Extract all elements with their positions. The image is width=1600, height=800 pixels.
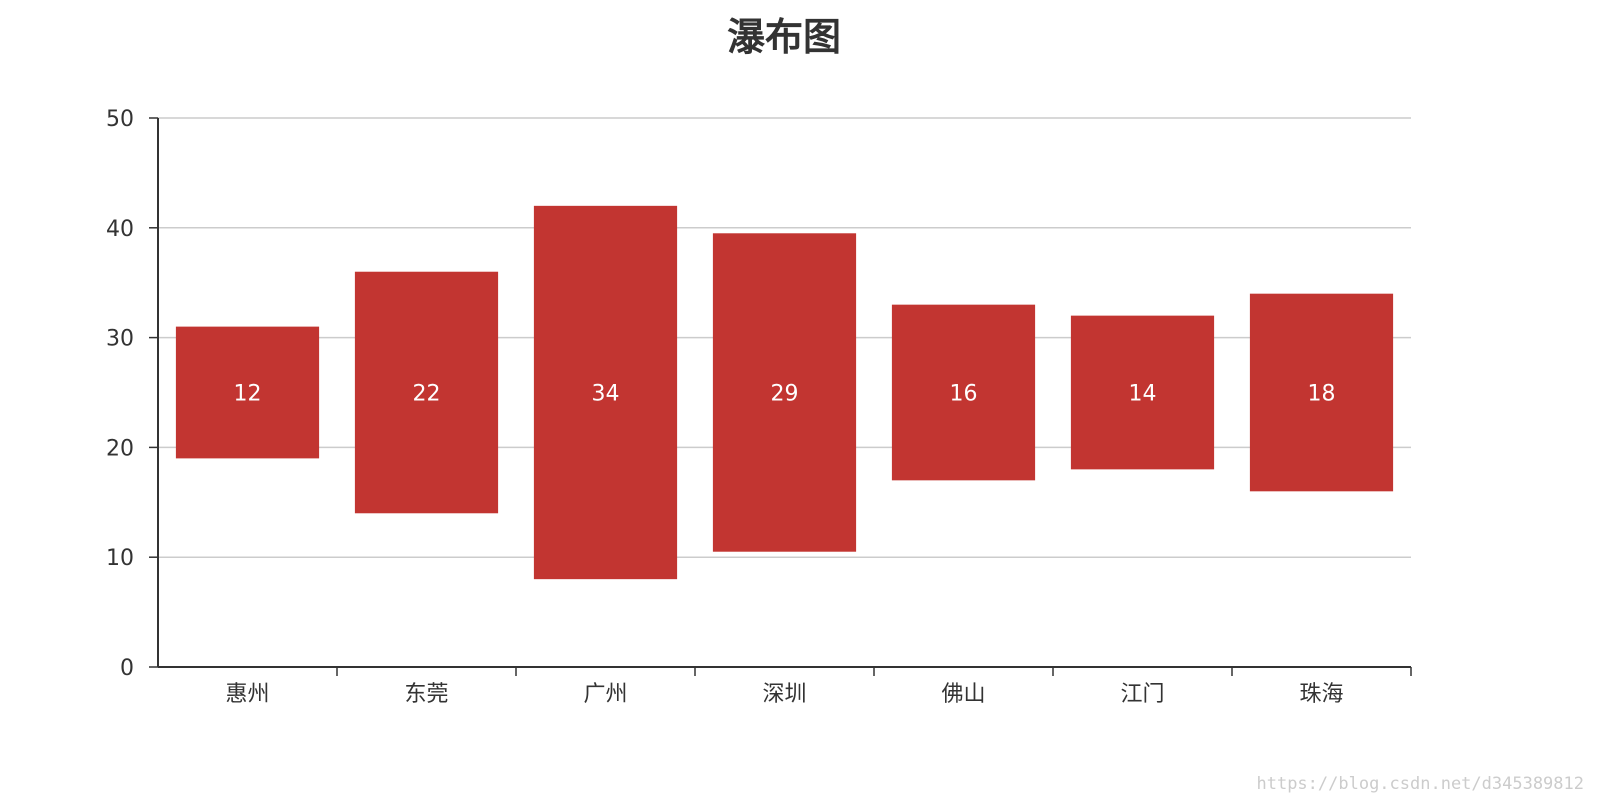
axes bbox=[149, 117, 1412, 676]
labels: 0 10 20 30 40 50 12 惠州 22 东莞 34 广州 29 深圳 16 佛山 14 江门 18 珠海 bbox=[106, 107, 1344, 707]
y-tick-label: 20 bbox=[106, 436, 134, 461]
y-tick-label: 40 bbox=[106, 217, 134, 242]
bar[interactable] bbox=[175, 326, 320, 459]
y-tick-label: 50 bbox=[106, 107, 134, 132]
bar[interactable] bbox=[533, 205, 678, 580]
bar-value-label: 34 bbox=[592, 382, 620, 407]
bar-value-label: 29 bbox=[771, 382, 799, 407]
x-category-label: 惠州 bbox=[225, 682, 269, 707]
watermark: https://blog.csdn.net/d345389812 bbox=[1256, 774, 1584, 794]
y-tick-label: 30 bbox=[106, 327, 134, 352]
bar[interactable] bbox=[1249, 293, 1394, 492]
x-category-label: 珠海 bbox=[1299, 682, 1343, 707]
bar[interactable] bbox=[891, 304, 1036, 481]
bar[interactable] bbox=[354, 271, 499, 514]
bar-value-label: 16 bbox=[950, 382, 978, 407]
x-category-label: 深圳 bbox=[762, 682, 806, 707]
bar[interactable] bbox=[712, 233, 857, 552]
bar-value-label: 18 bbox=[1308, 382, 1336, 407]
x-category-label: 江门 bbox=[1120, 682, 1164, 707]
bar-value-label: 12 bbox=[234, 382, 262, 407]
bars bbox=[175, 205, 1394, 580]
x-category-label: 东莞 bbox=[404, 682, 448, 707]
y-tick-label: 10 bbox=[106, 546, 134, 571]
x-category-label: 佛山 bbox=[941, 682, 985, 707]
bar-value-label: 14 bbox=[1129, 382, 1157, 407]
y-tick-label: 0 bbox=[120, 656, 134, 681]
waterfall-chart: 0 10 20 30 40 50 12 惠州 22 东莞 34 广州 29 深圳 16 佛山 14 江门 18 珠海 bbox=[106, 107, 1412, 707]
bar[interactable] bbox=[1070, 315, 1215, 470]
x-category-label: 广州 bbox=[583, 682, 627, 707]
bar-value-label: 22 bbox=[413, 382, 441, 407]
chart-title: 瀑布图 bbox=[726, 15, 841, 59]
